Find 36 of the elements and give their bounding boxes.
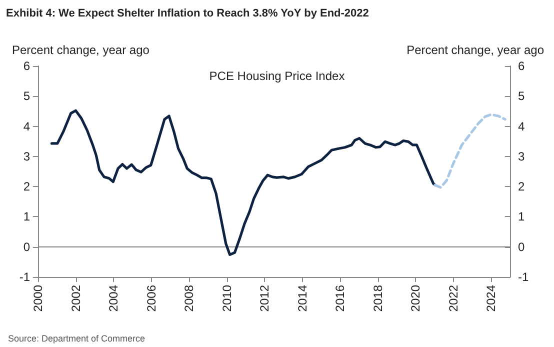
y-axis-title: Percent change, year ago bbox=[12, 43, 150, 57]
x-tick-label: 2000 bbox=[31, 284, 45, 312]
y2-tick-label: 5 bbox=[518, 89, 525, 104]
chart-title: Exhibit 4: We Expect Shelter Inflation to Reach 3.8% YoY by End-2022 bbox=[6, 8, 369, 20]
x-tick-label: 2010 bbox=[220, 284, 234, 312]
y2-tick-label: -1 bbox=[518, 270, 529, 284]
y-tick-label: 1 bbox=[23, 210, 30, 224]
y-tick-label: 5 bbox=[23, 89, 30, 104]
x-tick-label: 2024 bbox=[484, 284, 498, 312]
y-tick-label: 4 bbox=[23, 119, 30, 134]
line-series bbox=[434, 113, 506, 189]
source-note: Source: Department of Commerce bbox=[8, 334, 146, 344]
y2-axis-title: Percent change, year ago bbox=[406, 43, 544, 57]
chart-subtitle: PCE Housing Price Index bbox=[209, 69, 345, 83]
x-tick-label: 2018 bbox=[370, 284, 385, 312]
x-tick-label: 2004 bbox=[106, 284, 121, 312]
y2-tick-label: 6 bbox=[518, 59, 525, 73]
y-tick-label: -1 bbox=[19, 270, 30, 284]
y-tick-label: 3 bbox=[23, 149, 30, 164]
x-tick-label: 2006 bbox=[144, 284, 158, 312]
x-tick-label: 2012 bbox=[258, 284, 272, 312]
y2-tick-label: 2 bbox=[518, 180, 525, 194]
x-tick-label: 2008 bbox=[182, 284, 196, 312]
y-tick-label: 0 bbox=[23, 240, 30, 254]
x-tick-label: 2020 bbox=[408, 284, 423, 312]
y2-tick-label: 3 bbox=[518, 149, 525, 164]
y2-tick-label: 0 bbox=[518, 240, 525, 254]
y2-tick-label: 1 bbox=[518, 210, 525, 224]
x-tick-label: 2022 bbox=[446, 284, 460, 312]
y-tick-label: 6 bbox=[23, 59, 30, 73]
x-tick-label: 2016 bbox=[333, 284, 348, 312]
x-tick-label: 2002 bbox=[68, 284, 83, 312]
line-series bbox=[50, 109, 436, 256]
x-tick-label: 2014 bbox=[295, 284, 310, 312]
y-tick-label: 2 bbox=[23, 180, 30, 194]
y2-tick-label: 4 bbox=[518, 119, 525, 134]
